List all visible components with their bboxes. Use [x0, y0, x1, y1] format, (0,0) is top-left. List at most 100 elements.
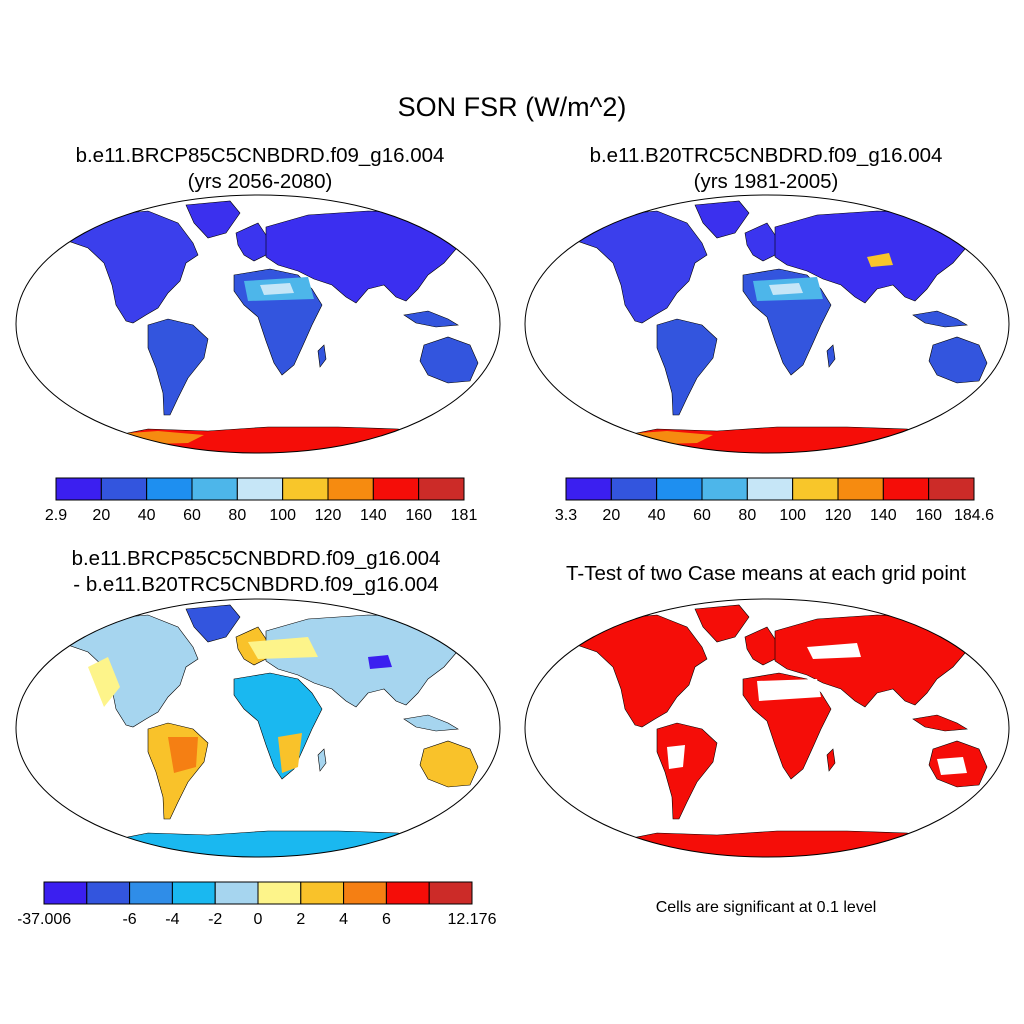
land-indonesia	[403, 714, 459, 732]
map-content	[576, 200, 988, 453]
field-patch	[260, 283, 294, 295]
colorbar-box	[55, 477, 102, 501]
colorbar-tick-label: 120	[315, 507, 342, 524]
colorbar-tick-label: 80	[738, 507, 756, 524]
colorbar-tick-label: 160	[405, 507, 432, 524]
field-patch	[88, 657, 120, 707]
colorbar-tick-label: 2	[296, 911, 305, 928]
land-australia	[419, 336, 479, 384]
land-northAmerica	[576, 210, 708, 324]
colorbar-box	[146, 477, 193, 501]
land-antarctica	[97, 830, 439, 857]
land-europe	[744, 626, 780, 666]
map-border	[524, 598, 1010, 858]
field-patch	[278, 733, 302, 773]
colorbar-box	[343, 881, 387, 905]
panel-case2-title-line2: (yrs 1981-2005)	[693, 170, 839, 193]
colorbar-tick-label: 40	[648, 507, 666, 524]
colorbar-box	[610, 477, 658, 501]
panel-case1-title: b.e11.BRCP85C5CNBDRD.f09_g16.004 (yrs 20…	[10, 143, 510, 195]
colorbar-box	[882, 477, 930, 501]
land-southAmerica	[656, 722, 718, 820]
colorbar-tick-label: 160	[915, 507, 942, 524]
land-northAmerica	[67, 210, 199, 324]
field-patch	[667, 745, 685, 769]
colorbar-tick-label: 181	[451, 507, 478, 524]
field-patch	[368, 655, 392, 669]
colorbar-box	[100, 477, 148, 501]
map-border	[15, 598, 501, 858]
panel-ttest-title: T-Test of two Case means at each grid po…	[566, 562, 966, 585]
colorbar-box	[372, 477, 420, 501]
colorbar-box	[746, 477, 794, 501]
panel-case2-map	[524, 194, 1010, 454]
land-europe	[744, 222, 780, 262]
colorbar-box	[43, 881, 88, 905]
colorbar-box	[656, 477, 703, 501]
land-madagascar	[317, 748, 327, 772]
land-australia	[419, 740, 479, 788]
land-indonesia	[403, 310, 459, 328]
field-patch	[248, 637, 318, 659]
colorbar-tick-label: 184.6	[954, 507, 994, 524]
colorbar-box	[86, 881, 131, 905]
colorbar-tick-label: 100	[269, 507, 296, 524]
field-patch	[807, 643, 861, 659]
panel-diff-map	[15, 598, 501, 858]
land-antarctica	[606, 830, 948, 857]
land-madagascar	[317, 344, 327, 368]
field-patch	[867, 253, 893, 267]
colorbar-tick-label: 120	[825, 507, 852, 524]
field-patch	[937, 757, 967, 775]
colorbar-box	[214, 881, 259, 905]
land-greenland	[694, 604, 750, 643]
panel-diff-title: b.e11.BRCP85C5CNBDRD.f09_g16.004 - b.e11…	[6, 546, 506, 598]
land-antarctica	[97, 426, 439, 453]
colorbar-tick-label: 60	[693, 507, 711, 524]
colorbar-box	[282, 477, 329, 501]
colorbar-tick-label: 40	[138, 507, 156, 524]
colorbar-box	[191, 477, 238, 501]
colorbar-tick-label: 0	[254, 911, 263, 928]
land-greenland	[185, 604, 241, 643]
colorbar-tick-label: 20	[92, 507, 110, 524]
map-content	[67, 604, 479, 857]
land-africa	[233, 672, 323, 780]
colorbar-tick-label: -37.006	[18, 911, 71, 928]
figure-title: SON FSR (W/m^2)	[397, 92, 627, 122]
colorbar-box	[701, 477, 748, 501]
panel-ttest-footnote: Cells are significant at 0.1 level	[655, 899, 877, 916]
colorbar-box	[171, 881, 216, 905]
land-madagascar	[826, 344, 836, 368]
colorbar-box	[385, 881, 430, 905]
colorbar-tick-label: 140	[870, 507, 897, 524]
colorbar-tick-label: 4	[339, 911, 348, 928]
panel-case1-map	[15, 194, 501, 454]
colorbar-tick-label: -6	[122, 911, 136, 928]
panel-case1-title-line2: (yrs 2056-2080)	[187, 170, 333, 193]
land-indonesia	[912, 310, 968, 328]
map-border	[524, 194, 1010, 454]
colorbar-box	[928, 477, 975, 501]
land-antarctica	[606, 426, 948, 453]
colorbar-box	[792, 477, 839, 501]
panel-diff-title-line1: b.e11.BRCP85C5CNBDRD.f09_g16.004	[71, 547, 441, 570]
land-madagascar	[826, 748, 836, 772]
colorbar-box	[236, 477, 284, 501]
colorbar-tick-label: 80	[228, 507, 246, 524]
land-greenland	[185, 200, 241, 239]
land-southAmerica	[656, 318, 718, 416]
colorbar-tick-label: 3.3	[555, 507, 577, 524]
colorbar-tick-label: 20	[602, 507, 620, 524]
colorbar-box	[418, 477, 465, 501]
land-europe	[235, 222, 271, 262]
colorbar-box	[257, 881, 302, 905]
panel-case2-colorbar: 3.3 20 40 60 80 100 120 140 160 184.6	[555, 477, 994, 524]
panel-case1-colorbar: 2.9 20 40 60 80 100 120 140 160 181	[45, 477, 478, 524]
colorbar-tick-label: -2	[208, 911, 222, 928]
panel-diff-title-line2: - b.e11.B20TRC5CNBDRD.f09_g16.004	[73, 573, 439, 596]
colorbar-tick-label: 60	[183, 507, 201, 524]
land-northAmerica	[576, 614, 708, 728]
panel-case2-title: b.e11.B20TRC5CNBDRD.f09_g16.004 (yrs 198…	[516, 143, 1016, 195]
land-indonesia	[912, 714, 968, 732]
